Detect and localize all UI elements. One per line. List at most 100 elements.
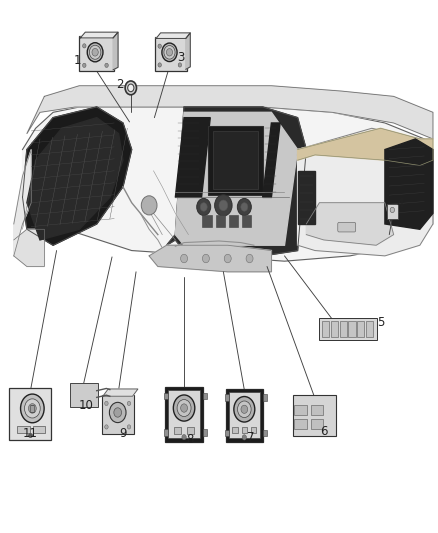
Circle shape (114, 408, 122, 417)
Text: 10: 10 (78, 399, 93, 413)
Bar (366, 321, 373, 337)
FancyBboxPatch shape (165, 386, 203, 442)
Polygon shape (22, 107, 433, 261)
FancyBboxPatch shape (387, 204, 398, 219)
Polygon shape (297, 128, 433, 165)
Bar (164, 393, 168, 399)
Circle shape (141, 196, 157, 215)
Polygon shape (263, 123, 280, 197)
Text: 1: 1 (73, 54, 81, 67)
Circle shape (105, 401, 108, 406)
Circle shape (82, 44, 86, 48)
Polygon shape (166, 107, 306, 256)
Polygon shape (27, 118, 123, 240)
Circle shape (173, 395, 195, 421)
Text: 3: 3 (177, 51, 185, 64)
Bar (241, 427, 247, 433)
FancyBboxPatch shape (70, 383, 98, 407)
FancyBboxPatch shape (155, 37, 187, 71)
Circle shape (180, 254, 187, 263)
Circle shape (200, 203, 207, 211)
Bar (357, 321, 364, 337)
Circle shape (92, 49, 98, 56)
Polygon shape (156, 33, 190, 38)
Bar (263, 394, 267, 401)
Polygon shape (103, 389, 138, 396)
Circle shape (182, 434, 186, 440)
Bar (251, 427, 256, 433)
Text: 🔊: 🔊 (30, 404, 35, 413)
Circle shape (87, 43, 103, 62)
Circle shape (89, 45, 101, 59)
FancyBboxPatch shape (318, 318, 377, 341)
Polygon shape (186, 33, 190, 69)
Bar (225, 430, 229, 436)
Polygon shape (22, 107, 132, 245)
Circle shape (390, 207, 395, 213)
Circle shape (215, 195, 232, 216)
Circle shape (241, 203, 248, 211)
Circle shape (125, 81, 137, 95)
Circle shape (158, 44, 162, 49)
FancyBboxPatch shape (338, 222, 356, 232)
FancyBboxPatch shape (79, 36, 114, 71)
Bar (242, 215, 251, 227)
Circle shape (127, 425, 131, 429)
Text: 11: 11 (23, 427, 38, 440)
Circle shape (224, 254, 231, 263)
Polygon shape (175, 112, 297, 245)
Polygon shape (149, 245, 272, 272)
Text: 6: 6 (320, 425, 328, 438)
Circle shape (82, 63, 86, 68)
Bar (331, 321, 338, 337)
FancyBboxPatch shape (208, 126, 263, 195)
Bar (229, 215, 238, 227)
Bar (294, 405, 307, 415)
Bar (322, 321, 329, 337)
Bar (339, 321, 347, 337)
Circle shape (234, 397, 255, 422)
Text: 9: 9 (119, 427, 127, 440)
Bar (203, 393, 207, 399)
Circle shape (202, 254, 209, 263)
Circle shape (128, 84, 134, 92)
Circle shape (180, 404, 187, 412)
Polygon shape (14, 150, 31, 256)
Bar (203, 430, 207, 435)
Bar (311, 405, 323, 415)
FancyBboxPatch shape (226, 389, 263, 442)
Circle shape (237, 198, 251, 215)
Circle shape (177, 400, 191, 416)
Polygon shape (385, 139, 433, 229)
FancyBboxPatch shape (229, 392, 260, 439)
Polygon shape (14, 229, 44, 266)
FancyBboxPatch shape (213, 132, 258, 189)
Bar (263, 430, 267, 436)
Circle shape (162, 43, 177, 62)
Text: 8: 8 (186, 433, 194, 446)
Circle shape (166, 49, 173, 56)
Polygon shape (81, 32, 118, 38)
Circle shape (241, 405, 247, 414)
Bar (187, 427, 194, 433)
FancyBboxPatch shape (10, 388, 51, 440)
Circle shape (197, 198, 211, 215)
Bar (294, 419, 307, 429)
Text: 5: 5 (377, 316, 384, 329)
Circle shape (164, 45, 175, 59)
Bar (202, 215, 212, 227)
Text: 2: 2 (116, 78, 123, 91)
Bar (311, 419, 323, 429)
Bar (233, 427, 238, 433)
Circle shape (237, 401, 251, 417)
Circle shape (178, 63, 182, 67)
Bar (164, 430, 168, 435)
Circle shape (105, 63, 108, 68)
Circle shape (105, 425, 108, 429)
Circle shape (25, 399, 40, 418)
FancyBboxPatch shape (168, 390, 200, 438)
Bar (174, 427, 181, 433)
Text: 7: 7 (247, 431, 254, 444)
Circle shape (219, 200, 228, 211)
Circle shape (158, 63, 162, 67)
